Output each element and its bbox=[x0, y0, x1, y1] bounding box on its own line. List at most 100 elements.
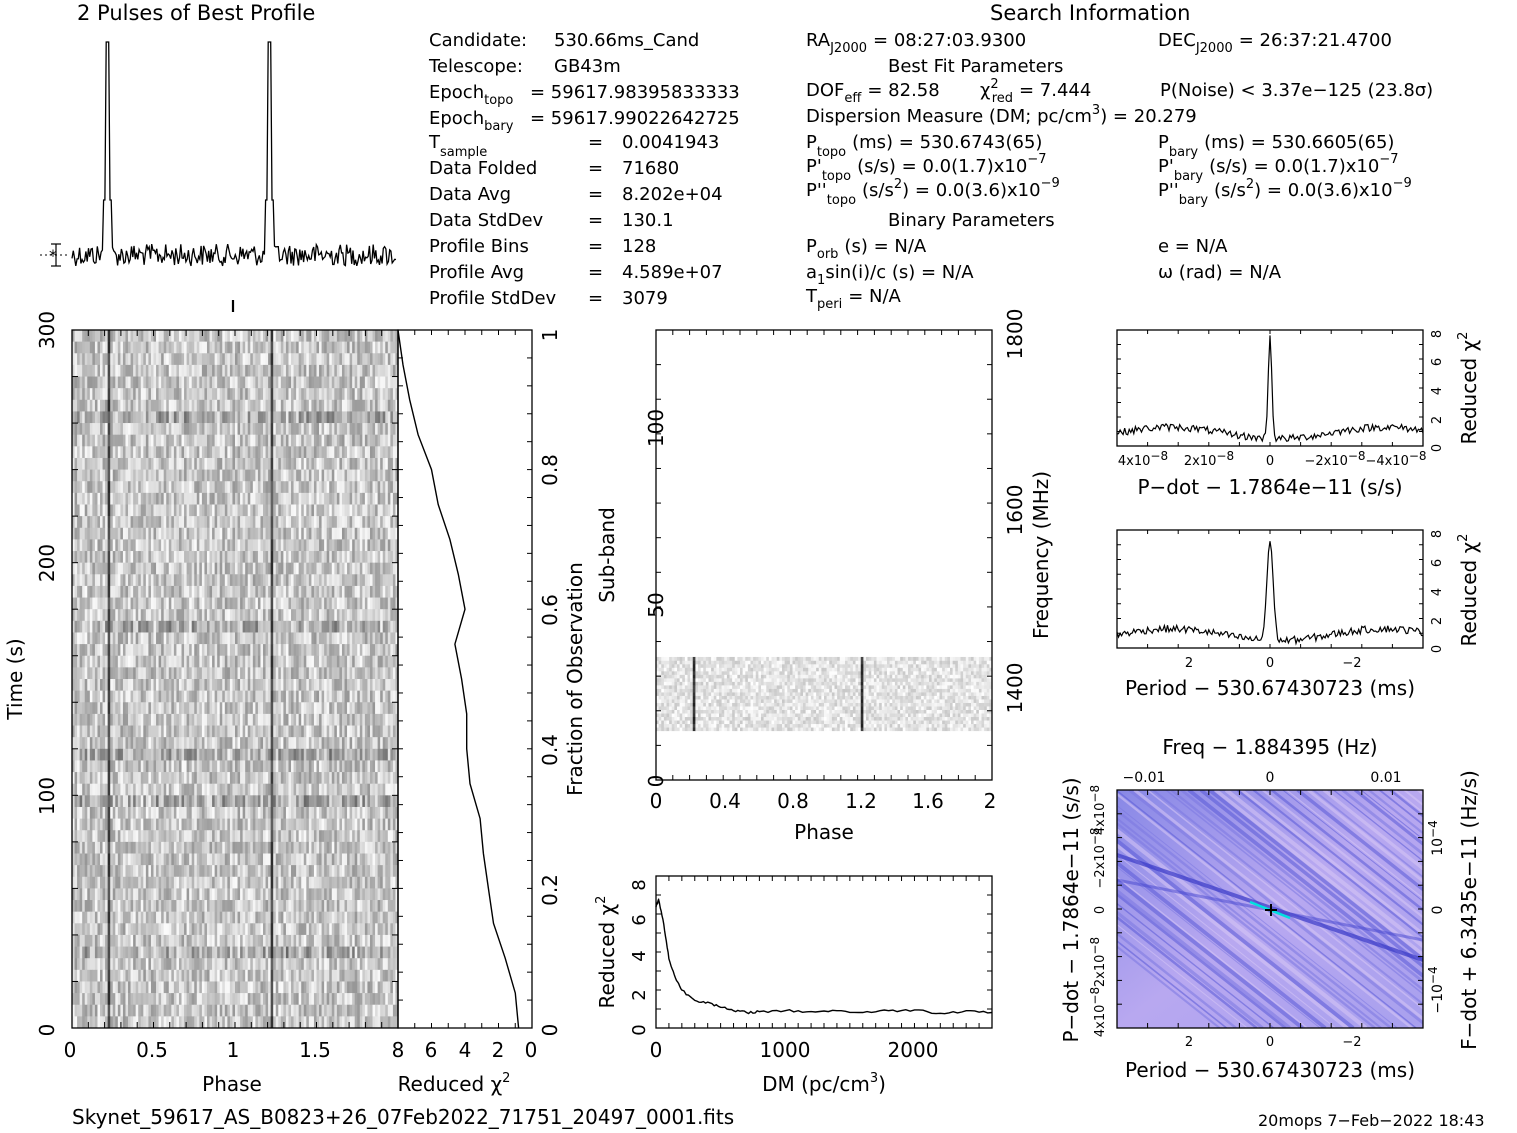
tp-cell bbox=[329, 562, 333, 575]
tp-cell bbox=[184, 620, 187, 633]
tp-cell bbox=[143, 492, 147, 505]
tp-cell bbox=[150, 562, 154, 575]
tp-cell bbox=[390, 585, 394, 598]
tp-cell bbox=[72, 748, 75, 761]
tp-cell bbox=[296, 353, 299, 366]
tp-cell bbox=[357, 562, 361, 575]
tp-cell bbox=[280, 516, 284, 529]
tp-cell bbox=[260, 655, 264, 668]
tp-cell bbox=[171, 713, 175, 726]
tp-cell bbox=[341, 620, 345, 633]
tp-cell bbox=[306, 399, 310, 412]
tp-cell bbox=[176, 411, 180, 424]
tp-cell bbox=[94, 609, 98, 622]
tp-cell bbox=[308, 574, 312, 587]
tp-cell bbox=[206, 620, 210, 633]
tp-cell bbox=[321, 574, 325, 587]
tp-cell bbox=[326, 760, 330, 773]
tp-cell bbox=[375, 667, 378, 680]
tp-cell bbox=[296, 609, 299, 622]
tp-cell bbox=[369, 423, 373, 435]
tp-cell bbox=[359, 341, 363, 354]
tp-cell bbox=[138, 376, 142, 389]
tp-cell bbox=[293, 388, 297, 401]
tp-cell bbox=[92, 341, 96, 354]
tp-cell bbox=[387, 748, 391, 761]
tp-cell bbox=[189, 504, 193, 517]
tp-cell bbox=[214, 562, 218, 575]
tp-cell bbox=[181, 539, 185, 552]
tp-cell bbox=[344, 539, 348, 552]
tp-cell bbox=[158, 551, 162, 563]
tp-cell bbox=[283, 748, 287, 761]
tp-cell bbox=[257, 574, 261, 587]
tp-cell bbox=[102, 690, 106, 703]
tp-cell bbox=[89, 551, 93, 563]
tp-cell bbox=[143, 772, 147, 784]
tp-cell bbox=[278, 609, 282, 622]
tp-cell bbox=[148, 388, 152, 401]
tp-cell bbox=[156, 469, 159, 482]
tp-cell bbox=[347, 492, 350, 505]
tp-cell bbox=[173, 446, 177, 459]
tp-cell bbox=[194, 411, 198, 424]
tp-cell bbox=[252, 492, 256, 505]
tp-cell bbox=[128, 562, 131, 575]
tp-cell bbox=[367, 388, 371, 401]
tp-cell bbox=[329, 481, 333, 494]
tp-cell bbox=[148, 702, 152, 715]
tp-cell bbox=[214, 457, 218, 470]
tp-cell bbox=[303, 539, 307, 552]
tp-cell bbox=[245, 737, 249, 750]
tp-cell bbox=[184, 353, 187, 366]
tp-cell bbox=[143, 702, 147, 715]
tp-cell bbox=[135, 620, 139, 633]
tp-cell bbox=[301, 388, 305, 401]
tp-cell bbox=[130, 585, 134, 598]
tp-cell bbox=[191, 434, 195, 447]
tp-cell bbox=[364, 702, 368, 715]
tp-cell bbox=[362, 632, 366, 645]
tp-cell bbox=[206, 609, 210, 622]
tp-cell bbox=[280, 574, 284, 587]
tp-cell bbox=[367, 713, 371, 726]
tp-cell bbox=[120, 423, 124, 435]
tp-cell bbox=[313, 551, 317, 563]
tp-cell bbox=[199, 469, 203, 482]
tp-cell bbox=[362, 597, 366, 610]
tp-cell bbox=[209, 702, 213, 715]
tp-cell bbox=[72, 411, 75, 424]
tp-cell bbox=[232, 632, 236, 645]
tp-cell bbox=[311, 574, 315, 587]
tp-cell bbox=[77, 551, 80, 563]
tp-cell bbox=[352, 376, 356, 389]
tp-cell bbox=[89, 620, 93, 633]
tp-cell bbox=[82, 690, 86, 703]
tp-cell bbox=[329, 551, 333, 563]
tp-cell bbox=[263, 504, 266, 517]
tp-cell bbox=[347, 760, 350, 773]
tp-cell bbox=[77, 469, 80, 482]
tp-cell bbox=[156, 690, 159, 703]
tp-cell bbox=[364, 457, 368, 470]
tp-cell bbox=[285, 388, 289, 401]
tp-cell bbox=[354, 364, 358, 377]
tp-cell bbox=[227, 597, 231, 610]
tp-cell bbox=[331, 609, 335, 622]
tp-cell bbox=[303, 469, 307, 482]
tp-cell bbox=[303, 353, 307, 366]
tp-cell bbox=[122, 772, 126, 784]
tp-cell bbox=[257, 760, 261, 773]
tp-cell bbox=[140, 620, 144, 633]
tp-cell bbox=[100, 353, 103, 366]
tp-cell bbox=[72, 574, 75, 587]
tp-cell bbox=[296, 574, 299, 587]
tp-cell bbox=[110, 574, 114, 587]
tp-cell bbox=[145, 702, 149, 715]
tp-cell bbox=[288, 655, 292, 668]
tp-cell bbox=[311, 620, 315, 633]
tp-cell bbox=[321, 411, 325, 424]
tp-cell bbox=[390, 620, 394, 633]
tp-cell bbox=[250, 562, 254, 575]
tp-cell bbox=[232, 492, 236, 505]
